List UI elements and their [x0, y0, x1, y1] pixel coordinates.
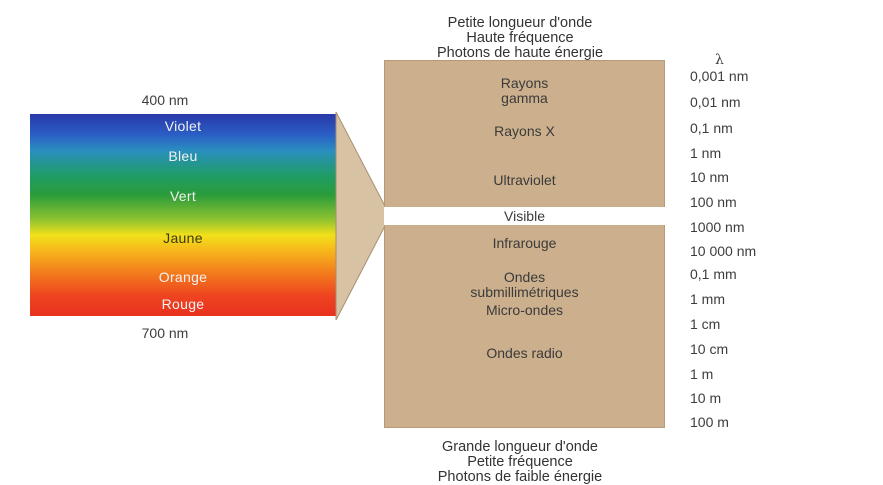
- color-label-red: Rouge: [161, 296, 205, 312]
- band-gamma: Rayons gamma: [384, 76, 665, 106]
- wavelength-label: 0,1 mm: [690, 266, 737, 282]
- visible-bottom-wavelength: 700 nm: [141, 325, 189, 341]
- wavelength-label: 100 m: [690, 414, 729, 430]
- wavelength-label: 1 mm: [690, 291, 725, 307]
- wavelength-label: 1 cm: [690, 316, 721, 332]
- band-submillimeter: Ondes submillimétriques: [384, 270, 665, 300]
- bottom-caption-line-3: Photons de faible énergie: [437, 469, 603, 485]
- band-visible: Visible: [504, 208, 545, 224]
- wavelength-label: 1000 nm: [690, 219, 745, 235]
- band-microwave: Micro-ondes: [485, 302, 564, 318]
- wavelength-label: 10 cm: [690, 341, 729, 357]
- top-caption-line-1: Petite longueur d'onde: [447, 15, 593, 31]
- color-label-violet: Violet: [164, 118, 202, 134]
- band-infrared: Infrarouge: [492, 235, 557, 251]
- visible-band: [384, 207, 665, 225]
- visible-connector-wedge: [335, 112, 387, 321]
- visible-top-wavelength: 400 nm: [141, 92, 189, 108]
- wavelength-label: 1 nm: [690, 145, 722, 161]
- band-xray: Rayons X: [494, 123, 555, 139]
- band-submm-line-2: submillimétriques: [470, 284, 579, 300]
- em-spectrum-column: [384, 60, 665, 428]
- bottom-caption: Grande longueur d'onde Petite fréquence …: [330, 440, 710, 485]
- band-ultraviolet: Ultraviolet: [493, 172, 556, 188]
- color-label-yellow: Jaune: [163, 230, 203, 246]
- wavelength-label: 10 m: [690, 390, 722, 406]
- visible-spectrum-bar: Violet Bleu Vert Jaune Orange Rouge: [30, 114, 336, 316]
- wavelength-label: 0,001 nm: [690, 68, 749, 84]
- top-caption-line-3: Photons de haute énergie: [436, 45, 604, 61]
- band-submm-line-1: Ondes: [503, 269, 546, 285]
- lambda-symbol: λ: [715, 52, 724, 68]
- wavelength-label: 0,01 nm: [690, 94, 741, 110]
- band-gamma-line-2: gamma: [501, 90, 548, 106]
- band-gamma-line-1: Rayons: [500, 75, 549, 91]
- wavelength-label: 1 m: [690, 366, 714, 382]
- wavelength-label: 10 nm: [690, 169, 729, 185]
- top-caption: Petite longueur d'onde Haute fréquence P…: [330, 16, 710, 61]
- bottom-caption-line-2: Petite fréquence: [467, 454, 573, 470]
- color-label-blue: Bleu: [168, 148, 198, 164]
- bottom-caption-line-1: Grande longueur d'onde: [442, 439, 598, 455]
- wavelength-label: 100 nm: [690, 194, 737, 210]
- top-caption-line-2: Haute fréquence: [466, 30, 574, 46]
- color-label-orange: Orange: [158, 269, 208, 285]
- wavelength-label: 0,1 nm: [690, 120, 733, 136]
- color-label-green: Vert: [169, 188, 197, 204]
- band-radio: Ondes radio: [486, 345, 563, 361]
- wavelength-label: 10 000 nm: [690, 243, 757, 259]
